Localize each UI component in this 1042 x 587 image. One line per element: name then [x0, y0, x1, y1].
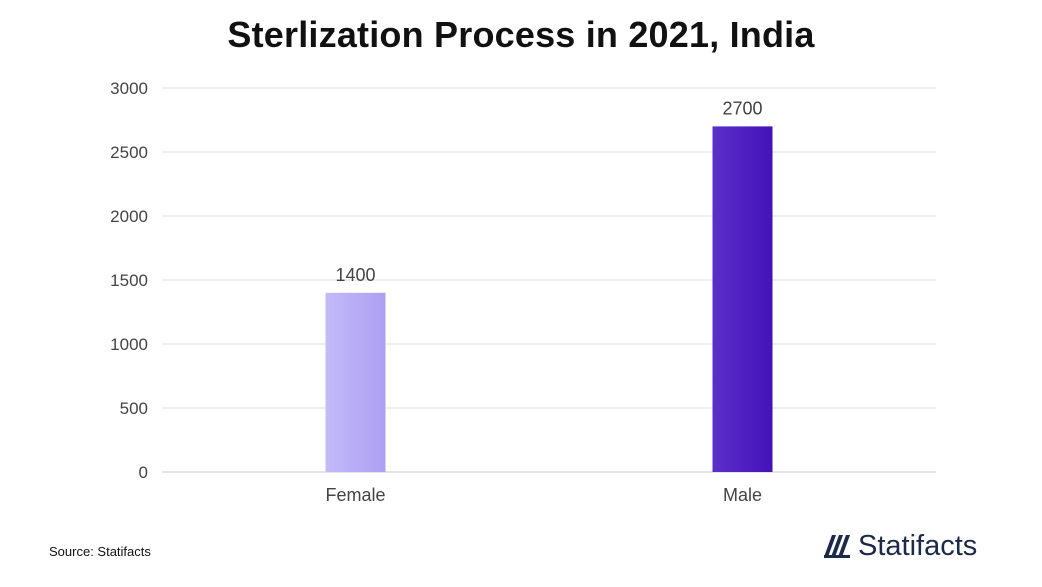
brand-name: Statifacts — [858, 529, 978, 562]
y-tick-label: 1000 — [110, 335, 148, 354]
statifacts-logo-icon — [824, 535, 850, 558]
gridlines — [162, 87, 936, 473]
value-label-female: 1400 — [335, 265, 375, 285]
bar-male — [712, 126, 773, 473]
y-tick-label: 500 — [120, 399, 148, 418]
y-tick-label: 2500 — [110, 143, 148, 162]
source-note: Source: Statifacts — [49, 544, 151, 559]
brand-logo: Statifacts — [822, 528, 977, 564]
category-label-male: Male — [723, 485, 762, 505]
y-tick-label: 0 — [139, 463, 148, 482]
value-labels: 1400 2700 — [335, 98, 762, 284]
value-label-male: 2700 — [722, 98, 762, 118]
y-tick-label: 3000 — [110, 79, 148, 98]
x-axis-categories: Female Male — [325, 485, 762, 505]
y-tick-label: 1500 — [110, 271, 148, 290]
chart-title: Sterlization Process in 2021, India — [227, 14, 815, 55]
y-tick-label: 2000 — [110, 207, 148, 226]
category-label-female: Female — [325, 485, 385, 505]
bar-female — [325, 292, 386, 472]
bars — [325, 126, 773, 473]
y-axis-ticks: 0 500 1000 1500 2000 2500 3000 — [110, 79, 148, 482]
